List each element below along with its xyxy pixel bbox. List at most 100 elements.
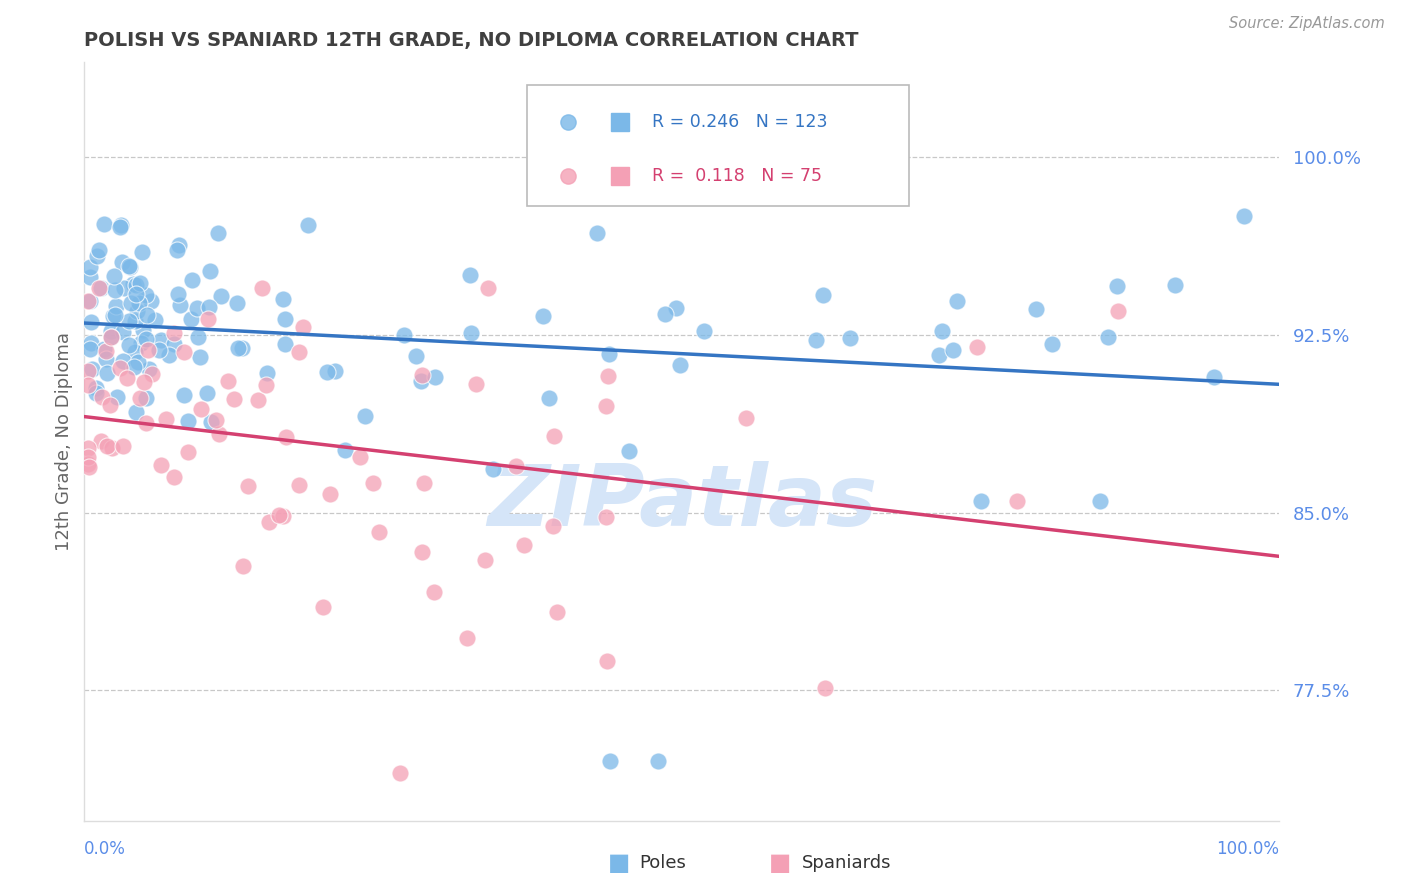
Point [405, 350, 427, 364]
Point [456, 631, 478, 645]
Point [131, 323, 153, 337]
Point [177, 445, 200, 459]
Point [353, 409, 375, 423]
Point [163, 337, 186, 351]
Point [173, 344, 195, 359]
Point [585, 227, 607, 241]
Point [122, 359, 145, 374]
Point [96, 439, 118, 453]
Point [103, 268, 125, 283]
Point [460, 326, 482, 340]
Point [252, 280, 274, 294]
Point [128, 296, 150, 310]
Point [190, 402, 212, 417]
Point [100, 330, 122, 344]
Point [77, 458, 100, 472]
Point [200, 415, 222, 429]
Point [90, 434, 112, 448]
Point [543, 429, 565, 443]
Point [1164, 277, 1187, 292]
Point [145, 313, 167, 327]
Point [217, 374, 239, 388]
Point [157, 348, 180, 362]
Point [118, 260, 141, 274]
Point [77, 377, 100, 392]
Point [596, 369, 619, 384]
FancyBboxPatch shape [527, 85, 910, 207]
Point [1105, 278, 1128, 293]
Point [274, 336, 297, 351]
Point [120, 296, 142, 310]
Point [1040, 337, 1063, 351]
Point [1233, 210, 1256, 224]
Point [169, 298, 191, 312]
Point [225, 296, 247, 310]
Point [232, 558, 254, 573]
Point [942, 343, 965, 358]
Text: Source: ZipAtlas.com: Source: ZipAtlas.com [1229, 16, 1385, 31]
Point [105, 390, 128, 404]
Point [104, 283, 127, 297]
Point [665, 301, 688, 316]
Point [173, 388, 195, 402]
Point [813, 288, 835, 302]
Text: R =  0.118   N = 75: R = 0.118 N = 75 [652, 167, 823, 185]
Point [125, 278, 148, 293]
Point [135, 309, 157, 323]
Point [388, 766, 411, 780]
Point [98, 398, 121, 412]
Text: ■: ■ [769, 851, 792, 874]
Point [512, 538, 534, 552]
Point [458, 268, 481, 283]
Point [77, 364, 100, 378]
Point [86, 381, 108, 395]
Point [108, 219, 131, 234]
Point [115, 371, 138, 385]
Point [482, 462, 505, 476]
Point [668, 359, 690, 373]
Point [101, 441, 124, 455]
Point [89, 244, 111, 258]
Text: ZIPatlas: ZIPatlas [486, 460, 877, 544]
Point [274, 312, 297, 326]
Point [231, 341, 253, 355]
Point [82, 361, 104, 376]
Point [474, 552, 496, 566]
Point [129, 391, 152, 405]
Point [361, 476, 384, 491]
Point [112, 353, 135, 368]
Point [319, 487, 342, 501]
Point [1005, 493, 1028, 508]
Point [1097, 330, 1119, 344]
Point [423, 585, 446, 599]
Point [197, 311, 219, 326]
Point [149, 458, 172, 472]
Point [101, 309, 124, 323]
Point [1107, 304, 1129, 318]
Point [93, 342, 115, 356]
Point [136, 343, 159, 357]
Point [80, 315, 103, 329]
Point [838, 331, 860, 345]
Point [112, 325, 135, 339]
Point [598, 347, 620, 361]
Point [333, 442, 356, 457]
Point [505, 459, 527, 474]
Point [180, 312, 202, 326]
Point [187, 330, 209, 344]
Point [162, 470, 184, 484]
Point [411, 368, 433, 382]
Point [693, 324, 716, 338]
Point [186, 301, 208, 316]
Point [537, 391, 560, 405]
Point [928, 348, 950, 362]
Point [647, 755, 669, 769]
Point [190, 351, 212, 365]
Point [91, 390, 114, 404]
Point [804, 333, 827, 347]
Point [135, 391, 157, 405]
Point [409, 375, 432, 389]
Point [323, 364, 346, 378]
Point [79, 342, 101, 356]
Point [100, 324, 122, 338]
